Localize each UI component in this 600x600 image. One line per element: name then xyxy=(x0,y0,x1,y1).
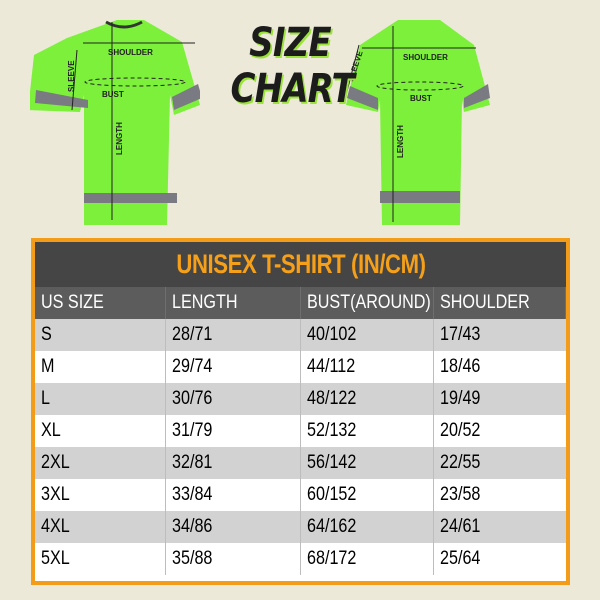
table-title-text: UNISEX T-SHIRT (IN/CM) xyxy=(175,249,426,279)
front-shirt-body xyxy=(30,20,200,225)
table-cell: 34/86 xyxy=(166,511,301,543)
title-line-2: CHART xyxy=(230,66,355,112)
column-header: SHOULDER xyxy=(434,287,566,319)
table-cell: 48/122 xyxy=(301,383,434,415)
front-sleeve-label: SLEEVE xyxy=(67,60,76,92)
back-shirt-body xyxy=(346,20,490,225)
table-cell: 18/46 xyxy=(440,356,481,377)
size-table: UNISEX T-SHIRT (IN/CM) US SIZE LENGTH BU… xyxy=(31,238,570,585)
table-cell: 64/162 xyxy=(301,511,434,543)
table-cell: 44/112 xyxy=(301,351,434,383)
table-cell: 28/71 xyxy=(166,319,301,351)
back-bust-label: BUST xyxy=(410,94,432,103)
back-shirt-diagram: SHOULDER BUST SLEEVE LENGTH xyxy=(343,20,490,225)
table-cell: 3XL xyxy=(35,479,166,511)
table-cell: 60/152 xyxy=(301,479,434,511)
table-cell: 56/142 xyxy=(301,447,434,479)
table-cell: M xyxy=(35,351,166,383)
table-header-row: US SIZE LENGTH BUST(AROUND) SHOULDER xyxy=(35,287,566,319)
table-cell: 35/88 xyxy=(166,543,301,575)
table-cell: 17/43 xyxy=(440,324,481,345)
table-cell: 24/61 xyxy=(440,516,481,537)
table-cell: 32/81 xyxy=(166,447,301,479)
front-bust-label: BUST xyxy=(102,90,124,99)
table-cell: 2XL xyxy=(35,447,166,479)
column-header: LENGTH xyxy=(166,287,301,319)
table-cell: 33/84 xyxy=(166,479,301,511)
table-row: 2XL 32/81 56/142 22/55 xyxy=(35,447,566,479)
table-cell: 23/58 xyxy=(440,484,481,505)
table-row: 3XL 33/84 60/152 23/58 xyxy=(35,479,566,511)
front-shoulder-label: SHOULDER xyxy=(108,48,153,57)
table-row: L 30/76 48/122 19/49 xyxy=(35,383,566,415)
table-cell: 31/79 xyxy=(166,415,301,447)
table-row: 4XL 34/86 64/162 24/61 xyxy=(35,511,566,543)
table-cell: 29/74 xyxy=(166,351,301,383)
size-chart-title: SIZE CHART xyxy=(230,20,355,112)
table-cell: 25/64 xyxy=(440,548,481,569)
table-row: XL 31/79 52/132 20/52 xyxy=(35,415,566,447)
front-length-label: LENGTH xyxy=(115,122,124,155)
back-length-label: LENGTH xyxy=(396,125,405,158)
table-row: 5XL 35/88 68/172 25/64 xyxy=(35,543,566,575)
table-cell: L xyxy=(35,383,166,415)
table-cell: 22/55 xyxy=(440,452,481,473)
table-title: UNISEX T-SHIRT (IN/CM) xyxy=(35,242,566,287)
table-row: S 28/71 40/102 17/43 xyxy=(35,319,566,351)
table-cell: XL xyxy=(35,415,166,447)
table-cell: 30/76 xyxy=(166,383,301,415)
back-shoulder-label: SHOULDER xyxy=(403,53,448,62)
title-line-1: SIZE xyxy=(249,20,331,66)
table-cell: 20/52 xyxy=(440,420,481,441)
table-cell: 5XL xyxy=(35,543,166,575)
table-cell: S xyxy=(35,319,166,351)
table-cell: 19/49 xyxy=(440,388,481,409)
table-cell: 52/132 xyxy=(301,415,434,447)
table-cell: 68/172 xyxy=(301,543,434,575)
table-row: M 29/74 44/112 18/46 xyxy=(35,351,566,383)
column-header: BUST(AROUND) xyxy=(301,287,434,319)
column-header: US SIZE xyxy=(35,287,166,319)
front-shirt-diagram: SHOULDER BUST SLEEVE LENGTH xyxy=(30,20,200,225)
table-cell: 40/102 xyxy=(301,319,434,351)
table-cell: 4XL xyxy=(35,511,166,543)
